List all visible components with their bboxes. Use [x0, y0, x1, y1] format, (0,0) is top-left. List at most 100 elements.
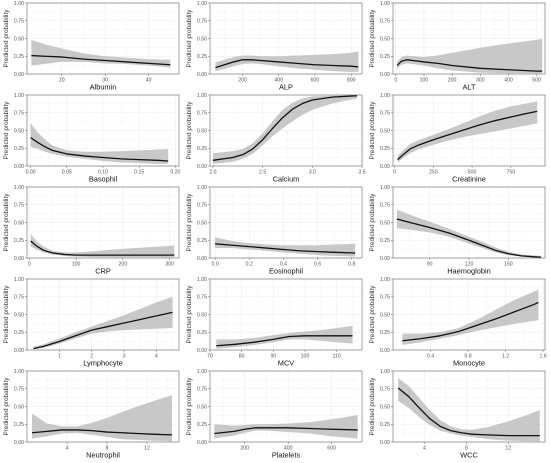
x-tick-label: 200	[448, 78, 457, 84]
panel-neutrophil: 0.00 0.25 0.50 0.75 1.00 4 8 12 Neutrophil Predic…	[0, 368, 183, 460]
y-tick-label: 0.25	[197, 146, 207, 152]
confidence-band	[398, 378, 540, 442]
x-axis-label: MCV	[278, 359, 294, 368]
y-tick-label: 0.75	[197, 203, 207, 209]
x-tick-label: 3.5	[358, 170, 365, 176]
y-axis-label: Predicted probability	[186, 193, 193, 252]
x-tick-label: 8	[465, 446, 468, 452]
prediction-line	[31, 54, 171, 66]
x-axis-label: Platelets	[272, 451, 301, 460]
y-tick-label: 0.50	[14, 36, 24, 42]
y-axis-label: Predicted probability	[369, 101, 376, 160]
y-tick-label: 0.00	[14, 72, 24, 78]
x-tick-label: 200	[238, 78, 247, 84]
x-tick-label: 300	[165, 262, 174, 268]
prediction-line	[30, 240, 175, 256]
prediction-line	[397, 110, 538, 161]
y-axis-label: Predicted probability	[3, 285, 10, 344]
prediction-line	[31, 429, 173, 436]
y-tick-label: 0.75	[380, 19, 390, 25]
y-tick-label: 0.00	[197, 256, 207, 262]
x-tick-label: 400	[504, 78, 513, 84]
y-tick-label: 1.00	[380, 369, 390, 375]
y-tick-label: 0.50	[380, 404, 390, 410]
x-tick-label: 0.05	[62, 170, 72, 176]
x-tick-label: 1.6	[540, 354, 547, 360]
x-tick-label: 12	[505, 446, 511, 452]
x-tick-label: 500	[532, 78, 541, 84]
y-axis-label: Predicted probability	[369, 9, 376, 68]
y-tick-label: 0.00	[380, 72, 390, 78]
confidence-band	[31, 39, 171, 68]
plot-svg: 0.00 0.25 0.50 0.75 1.00 200 400 600 800 ALP Predi…	[186, 1, 363, 92]
x-tick-label: 0.2	[246, 262, 253, 268]
x-tick-label: 4	[66, 446, 69, 452]
panel-creatinine: 0.00 0.25 0.50 0.75 1.00 0 250 500 750 Creatinine…	[366, 92, 549, 184]
x-tick-label: 0.00	[26, 170, 36, 176]
y-tick-label: 0.00	[197, 348, 207, 354]
y-tick-label: 0.25	[380, 330, 390, 336]
x-tick-label: 0.15	[134, 170, 144, 176]
x-tick-label: 400	[274, 78, 283, 84]
y-tick-label: 0.25	[14, 422, 24, 428]
x-tick-label: 100	[420, 78, 429, 84]
x-tick-label: 0	[393, 170, 396, 176]
x-tick-label: 0.8	[464, 354, 471, 360]
y-tick-label: 0.50	[197, 128, 207, 134]
x-axis-label: Eosinophil	[269, 267, 303, 276]
x-tick-label: 150	[504, 262, 513, 268]
panel-haemoglobin: 0.00 0.25 0.50 0.75 1.00 90 120 150 Haemoglobin P…	[366, 184, 549, 276]
y-tick-label: 0.00	[197, 440, 207, 446]
y-tick-label: 1.00	[14, 369, 24, 375]
plot-svg: 0.00 0.25 0.50 0.75 1.00 90 120 150 Haemoglobin P…	[369, 185, 546, 276]
x-axis-label: ALT	[462, 83, 475, 92]
y-tick-label: 0.50	[14, 312, 24, 318]
y-tick-label: 0.50	[14, 404, 24, 410]
x-axis-label: Monocyte	[453, 359, 485, 368]
y-tick-label: 0.50	[197, 36, 207, 42]
x-tick-label: 0.6	[314, 262, 321, 268]
x-tick-label: 80	[239, 354, 245, 360]
x-tick-label: 0	[28, 262, 31, 268]
y-tick-label: 0.25	[380, 238, 390, 244]
y-tick-label: 0.00	[380, 256, 390, 262]
y-axis-label: Predicted probability	[3, 193, 10, 252]
y-tick-label: 0.00	[197, 72, 207, 78]
plot-svg: 0.00 0.25 0.50 0.75 1.00 200 400 600 Platelets Pr…	[186, 369, 363, 460]
y-tick-label: 1.00	[380, 1, 390, 7]
y-tick-label: 0.00	[380, 348, 390, 354]
x-tick-label: 0.4	[427, 354, 434, 360]
y-tick-label: 1.00	[14, 1, 24, 7]
prediction-line	[212, 95, 358, 161]
x-tick-label: 12	[144, 446, 150, 452]
x-tick-label: 2.0	[209, 170, 216, 176]
x-tick-label: 70	[207, 354, 213, 360]
y-tick-label: 1.00	[197, 369, 207, 375]
y-axis-label: Predicted probability	[3, 9, 10, 68]
prediction-line	[402, 301, 539, 342]
y-tick-label: 0.75	[14, 203, 24, 209]
panel-alp: 0.00 0.25 0.50 0.75 1.00 200 400 600 800 ALP Predi…	[183, 0, 366, 92]
y-axis-label: Predicted probability	[186, 9, 193, 68]
x-tick-label: 2.5	[259, 170, 266, 176]
x-tick-label: 0.20	[170, 170, 180, 176]
y-axis-label: Predicted probability	[186, 377, 193, 436]
y-tick-label: 1.00	[380, 277, 390, 283]
y-axis-label: Predicted probability	[186, 101, 193, 160]
confidence-band	[397, 38, 543, 74]
plot-svg: 0.00 0.25 0.50 0.75 1.00 2.0 2.5 3.0 3.5 Calcium P…	[186, 93, 366, 184]
x-tick-label: 600	[311, 78, 320, 84]
x-tick-label: 0.10	[98, 170, 108, 176]
y-axis-label: Predicted probability	[186, 285, 193, 344]
y-tick-label: 0.50	[380, 220, 390, 226]
y-tick-label: 0.25	[380, 146, 390, 152]
y-tick-label: 1.00	[197, 277, 207, 283]
y-tick-label: 0.25	[14, 330, 24, 336]
x-tick-label: 4	[423, 446, 426, 452]
x-tick-label: 500	[468, 170, 477, 176]
panel-mcv: 0.00 0.25 0.50 0.75 1.00 70 80 90 100 110 MCV Predi…	[183, 276, 366, 368]
y-tick-label: 0.75	[197, 295, 207, 301]
prediction-line	[215, 59, 359, 69]
y-axis-label: Predicted probability	[3, 377, 10, 436]
